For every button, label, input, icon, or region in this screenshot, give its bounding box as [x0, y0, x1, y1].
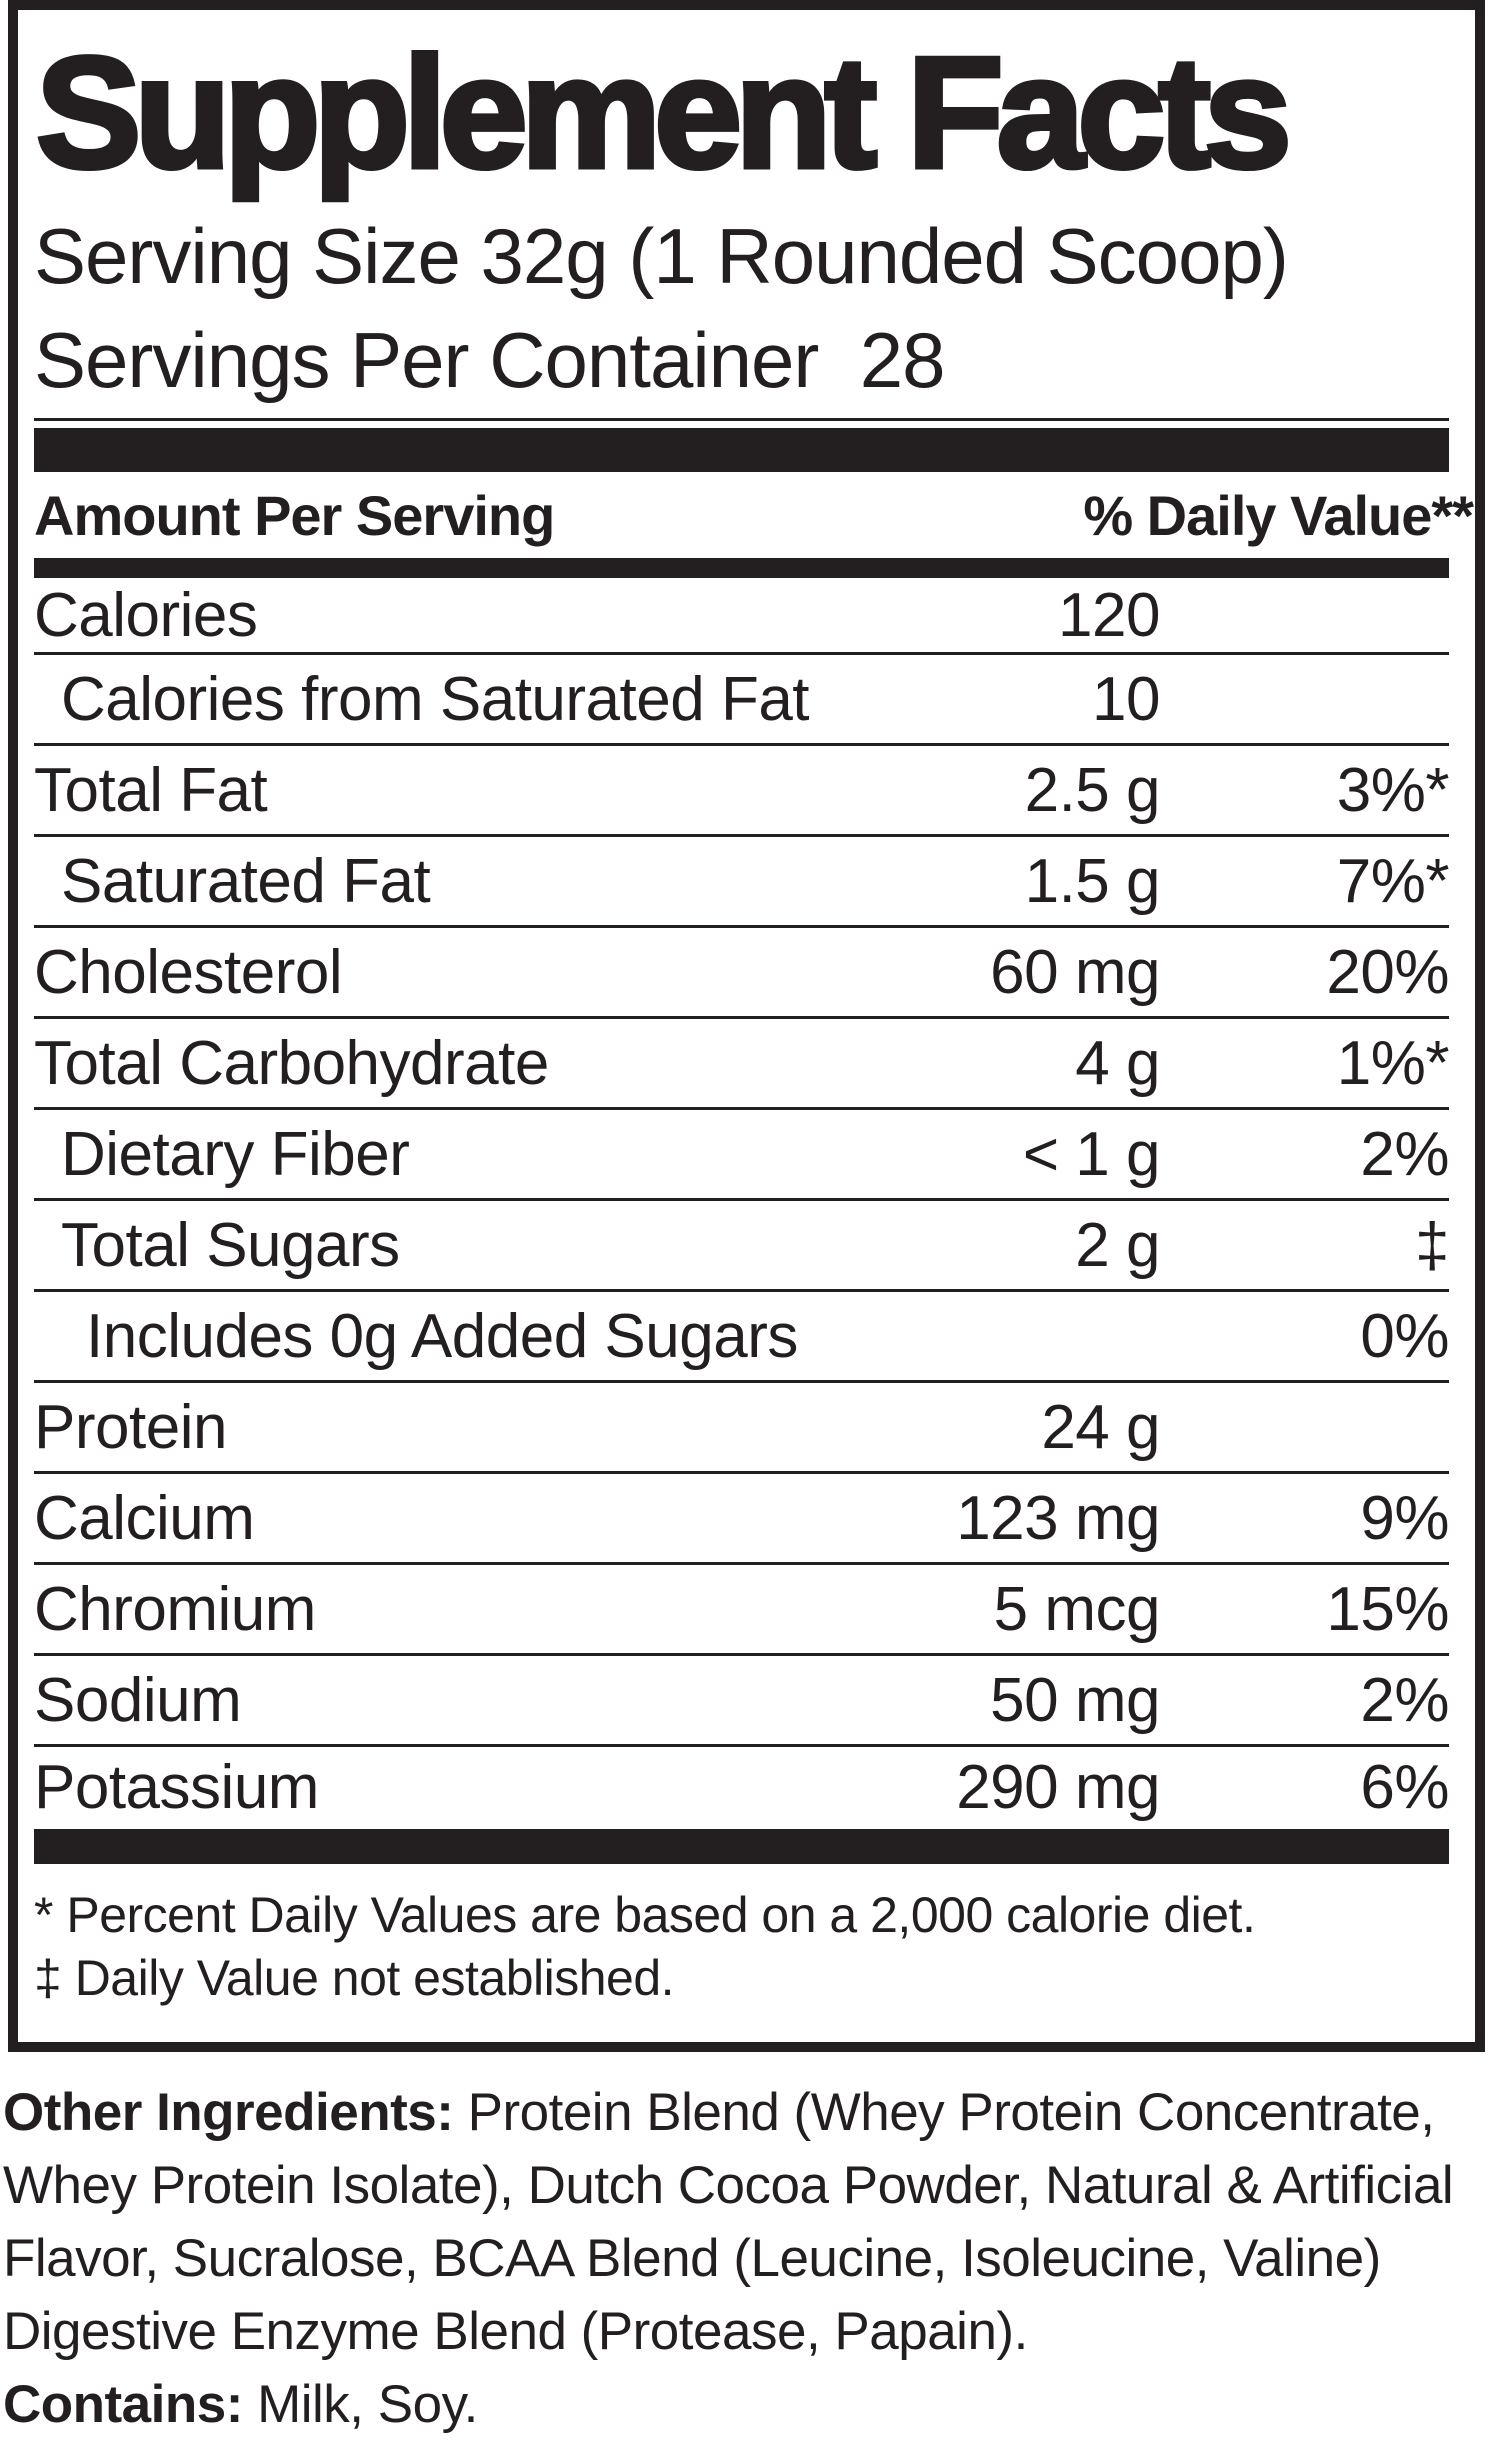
- page-title: Supplement Facts: [34, 25, 1295, 201]
- nutrient-daily-value: 7%*: [1336, 846, 1450, 916]
- other-ingredients-label: Other Ingredients:: [3, 2083, 454, 2142]
- contains-label: Contains:: [3, 2375, 243, 2434]
- table-row: Saturated Fat 1.5 g 7%*: [34, 837, 1450, 928]
- nutrient-name: Includes 0g Added Sugars: [86, 1301, 798, 1371]
- table-row: Calories from Saturated Fat 10: [34, 655, 1449, 746]
- nutrient-name: Protein: [34, 1392, 227, 1462]
- nutrient-name: Dietary Fiber: [61, 1119, 410, 1189]
- table-row: Sodium 50 mg 2%: [34, 1656, 1450, 1747]
- daily-value-header: % Daily Value**: [1083, 483, 1474, 547]
- footnotes: * Percent Daily Values are based on a 2,…: [34, 1884, 1449, 2010]
- other-ingredients-section: Other Ingredients: Protein Blend (Whey P…: [3, 2076, 1489, 2441]
- table-row: Total Carbohydrate 4 g 1%*: [34, 1019, 1450, 1110]
- nutrient-name: Total Sugars: [61, 1210, 400, 1280]
- table-row: Potassium 290 mg 6%: [34, 1747, 1450, 1827]
- nutrient-amount: 290 mg: [956, 1752, 1160, 1822]
- servings-per-container: Servings Per Container 28: [34, 316, 946, 404]
- nutrient-amount: 60 mg: [990, 937, 1160, 1007]
- divider-hairline: [34, 418, 1449, 421]
- other-ingredients-text: Protein Blend (Whey Protein Concentrate,…: [3, 2083, 1454, 2361]
- contains-text: Milk, Soy.: [242, 2375, 478, 2434]
- nutrient-amount: 120: [1058, 580, 1160, 650]
- nutrient-amount: 50 mg: [990, 1665, 1160, 1735]
- nutrient-name: Chromium: [34, 1574, 316, 1644]
- nutrient-amount: 4 g: [1075, 1028, 1160, 1098]
- table-row: Chromium 5 mcg 15%: [34, 1565, 1450, 1656]
- nutrient-name: Total Fat: [34, 755, 268, 825]
- nutrient-daily-value: 2%: [1360, 1665, 1449, 1735]
- nutrient-amount: 1.5 g: [1024, 846, 1161, 916]
- table-row: Calories 120: [34, 578, 1449, 655]
- supplement-facts-panel: Supplement Facts Serving Size 32g (1 Rou…: [8, 0, 1485, 2052]
- amount-per-serving-header: Amount Per Serving: [34, 483, 555, 547]
- nutrient-amount: 24 g: [1041, 1392, 1160, 1462]
- nutrient-amount: 123 mg: [956, 1483, 1160, 1553]
- nutrient-amount: 2 g: [1075, 1210, 1160, 1280]
- nutrient-name: Saturated Fat: [61, 846, 431, 916]
- nutrient-daily-value: 3%*: [1336, 755, 1450, 825]
- nutrient-name: Sodium: [34, 1665, 242, 1735]
- table-row: Calcium 123 mg 9%: [34, 1474, 1450, 1565]
- table-row: Dietary Fiber < 1 g 2%: [34, 1110, 1450, 1201]
- nutrient-name: Calcium: [34, 1483, 255, 1553]
- table-row: Includes 0g Added Sugars 0%: [34, 1292, 1450, 1383]
- table-row: Protein 24 g: [34, 1383, 1449, 1474]
- table-row: Total Fat 2.5 g 3%*: [34, 746, 1450, 837]
- divider-bar-header: [34, 558, 1449, 578]
- nutrient-name: Calories from Saturated Fat: [61, 664, 810, 734]
- nutrient-amount: 10: [1092, 664, 1160, 734]
- nutrient-name: Total Carbohydrate: [34, 1028, 549, 1098]
- divider-bar-top: [34, 428, 1449, 472]
- nutrient-name: Potassium: [34, 1752, 319, 1822]
- nutrient-name: Calories: [34, 580, 258, 650]
- table-header: Amount Per Serving % Daily Value**: [34, 472, 1474, 558]
- nutrient-daily-value: 15%: [1326, 1574, 1449, 1644]
- nutrient-amount: 5 mcg: [993, 1574, 1161, 1644]
- table-row: Total Sugars 2 g ‡: [34, 1201, 1450, 1292]
- footnote-daily-values: * Percent Daily Values are based on a 2,…: [34, 1887, 1256, 1943]
- nutrient-daily-value: 20%: [1326, 937, 1449, 1007]
- nutrient-name: Cholesterol: [34, 937, 343, 1007]
- nutrient-daily-value: 2%: [1360, 1119, 1449, 1189]
- nutrient-daily-value: 9%: [1360, 1483, 1449, 1553]
- nutrient-amount: 2.5 g: [1024, 755, 1161, 825]
- nutrient-daily-value: 1%*: [1336, 1028, 1450, 1098]
- nutrient-table: Calories 120 Calories from Saturated Fat…: [34, 578, 1450, 1827]
- nutrient-daily-value: ‡: [1415, 1210, 1449, 1280]
- divider-bar-bottom: [34, 1829, 1449, 1864]
- footnote-dv-not-established: ‡ Daily Value not established.: [34, 1950, 675, 2006]
- nutrient-amount: < 1 g: [1022, 1119, 1161, 1189]
- serving-info: Serving Size 32g (1 Rounded Scoop) Servi…: [34, 204, 1449, 412]
- nutrient-daily-value: 0%: [1360, 1301, 1449, 1371]
- serving-size: Serving Size 32g (1 Rounded Scoop): [34, 212, 1289, 300]
- nutrient-daily-value: 6%: [1360, 1752, 1449, 1822]
- table-row: Cholesterol 60 mg 20%: [34, 928, 1450, 1019]
